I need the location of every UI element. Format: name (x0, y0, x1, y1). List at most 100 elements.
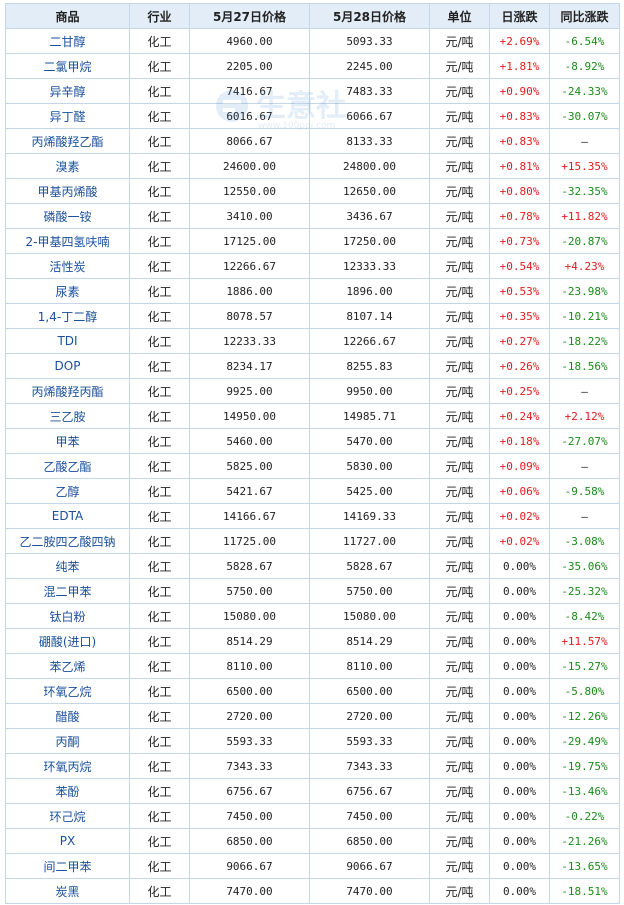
cell-unit: 元/吨 (429, 828, 490, 854)
table-row: 乙醇 化工 5421.67 5425.00 元/吨 +0.06% -9.58% (5, 478, 620, 504)
cell-price-day2: 5470.00 (309, 428, 430, 454)
cell-industry: 化工 (129, 228, 190, 254)
cell-industry: 化工 (129, 128, 190, 154)
cell-daily-change: 0.00% (489, 578, 550, 604)
header-price-day1[interactable]: 5月27日价格 (189, 3, 310, 29)
cell-industry: 化工 (129, 728, 190, 754)
cell-daily-change: 0.00% (489, 678, 550, 704)
cell-unit: 元/吨 (429, 28, 490, 54)
cell-product[interactable]: 乙二胺四乙酸四钠 (5, 528, 130, 554)
cell-unit: 元/吨 (429, 603, 490, 629)
cell-product[interactable]: 丙烯酸羟丙酯 (5, 378, 130, 404)
cell-industry: 化工 (129, 853, 190, 879)
header-unit[interactable]: 单位 (429, 3, 490, 29)
table-row: 磷酸一铵 化工 3410.00 3436.67 元/吨 +0.78% +11.82% (5, 203, 620, 229)
cell-product[interactable]: 环氧丙烷 (5, 753, 130, 779)
table-row: 炭黑 化工 7470.00 7470.00 元/吨 0.00% -18.51% (5, 878, 620, 904)
cell-price-day2: 8255.83 (309, 353, 430, 379)
cell-product[interactable]: 苯酚 (5, 778, 130, 804)
cell-yoy-change: -10.21% (549, 303, 620, 329)
cell-product[interactable]: 2-甲基四氢呋喃 (5, 228, 130, 254)
cell-industry: 化工 (129, 178, 190, 204)
cell-product[interactable]: 钛白粉 (5, 603, 130, 629)
cell-product[interactable]: 硼酸(进口) (5, 628, 130, 654)
cell-product[interactable]: 甲基丙烯酸 (5, 178, 130, 204)
header-industry[interactable]: 行业 (129, 3, 190, 29)
header-yoy-change[interactable]: 同比涨跌 (549, 3, 620, 29)
cell-price-day1: 12233.33 (189, 328, 310, 354)
cell-product[interactable]: 异丁醛 (5, 103, 130, 129)
cell-unit: 元/吨 (429, 628, 490, 654)
cell-product[interactable]: 苯乙烯 (5, 653, 130, 679)
cell-yoy-change: +2.12% (549, 403, 620, 429)
cell-daily-change: +0.78% (489, 203, 550, 229)
cell-product[interactable]: 丙酮 (5, 728, 130, 754)
cell-industry: 化工 (129, 378, 190, 404)
cell-unit: 元/吨 (429, 528, 490, 554)
cell-product[interactable]: 间二甲苯 (5, 853, 130, 879)
cell-product[interactable]: 炭黑 (5, 878, 130, 904)
cell-product[interactable]: 二甘醇 (5, 28, 130, 54)
cell-product[interactable]: 甲苯 (5, 428, 130, 454)
table-row: 环己烷 化工 7450.00 7450.00 元/吨 0.00% -0.22% (5, 803, 620, 829)
cell-daily-change: 0.00% (489, 853, 550, 879)
cell-product[interactable]: 磷酸一铵 (5, 203, 130, 229)
cell-unit: 元/吨 (429, 403, 490, 429)
cell-product[interactable]: 环己烷 (5, 803, 130, 829)
cell-product[interactable]: 丙烯酸羟乙酯 (5, 128, 130, 154)
cell-product[interactable]: PX (5, 828, 130, 854)
cell-product[interactable]: 环氧乙烷 (5, 678, 130, 704)
cell-price-day1: 12266.67 (189, 253, 310, 279)
cell-unit: 元/吨 (429, 453, 490, 479)
cell-price-day1: 6850.00 (189, 828, 310, 854)
cell-yoy-change: — (549, 128, 620, 154)
cell-industry: 化工 (129, 528, 190, 554)
cell-yoy-change: -23.98% (549, 278, 620, 304)
cell-industry: 化工 (129, 478, 190, 504)
cell-product[interactable]: 醋酸 (5, 703, 130, 729)
cell-product[interactable]: 纯苯 (5, 553, 130, 579)
header-daily-change[interactable]: 日涨跌 (489, 3, 550, 29)
cell-price-day2: 12266.67 (309, 328, 430, 354)
cell-product[interactable]: 乙酸乙酯 (5, 453, 130, 479)
cell-price-day2: 14985.71 (309, 403, 430, 429)
cell-product[interactable]: DOP (5, 353, 130, 379)
cell-price-day1: 5460.00 (189, 428, 310, 454)
cell-yoy-change: -15.27% (549, 653, 620, 679)
cell-product[interactable]: 乙醇 (5, 478, 130, 504)
cell-price-day1: 6016.67 (189, 103, 310, 129)
cell-yoy-change: -8.42% (549, 603, 620, 629)
cell-product[interactable]: 活性炭 (5, 253, 130, 279)
cell-price-day2: 17250.00 (309, 228, 430, 254)
cell-industry: 化工 (129, 203, 190, 229)
cell-product[interactable]: 尿素 (5, 278, 130, 304)
cell-yoy-change: -30.07% (549, 103, 620, 129)
cell-product[interactable]: 三乙胺 (5, 403, 130, 429)
header-price-day2[interactable]: 5月28日价格 (309, 3, 430, 29)
cell-price-day2: 8107.14 (309, 303, 430, 329)
cell-daily-change: 0.00% (489, 753, 550, 779)
cell-product[interactable]: EDTA (5, 503, 130, 529)
cell-unit: 元/吨 (429, 778, 490, 804)
cell-price-day1: 1886.00 (189, 278, 310, 304)
table-row: 溴素 化工 24600.00 24800.00 元/吨 +0.81% +15.35% (5, 153, 620, 179)
cell-daily-change: 0.00% (489, 878, 550, 904)
cell-product[interactable]: 二氯甲烷 (5, 53, 130, 79)
table-row: 纯苯 化工 5828.67 5828.67 元/吨 0.00% -35.06% (5, 553, 620, 579)
table-row: 丙烯酸羟乙酯 化工 8066.67 8133.33 元/吨 +0.83% — (5, 128, 620, 154)
cell-yoy-change: -18.56% (549, 353, 620, 379)
cell-unit: 元/吨 (429, 53, 490, 79)
cell-product[interactable]: 1,4-丁二醇 (5, 303, 130, 329)
header-product[interactable]: 商品 (5, 3, 130, 29)
cell-unit: 元/吨 (429, 428, 490, 454)
cell-daily-change: +0.81% (489, 153, 550, 179)
cell-industry: 化工 (129, 703, 190, 729)
cell-product[interactable]: 溴素 (5, 153, 130, 179)
cell-price-day1: 4960.00 (189, 28, 310, 54)
table-row: 尿素 化工 1886.00 1896.00 元/吨 +0.53% -23.98% (5, 278, 620, 304)
table-row: 环氧丙烷 化工 7343.33 7343.33 元/吨 0.00% -19.75% (5, 753, 620, 779)
cell-yoy-change: -20.87% (549, 228, 620, 254)
cell-product[interactable]: 混二甲苯 (5, 578, 130, 604)
cell-product[interactable]: TDI (5, 328, 130, 354)
cell-product[interactable]: 异辛醇 (5, 78, 130, 104)
